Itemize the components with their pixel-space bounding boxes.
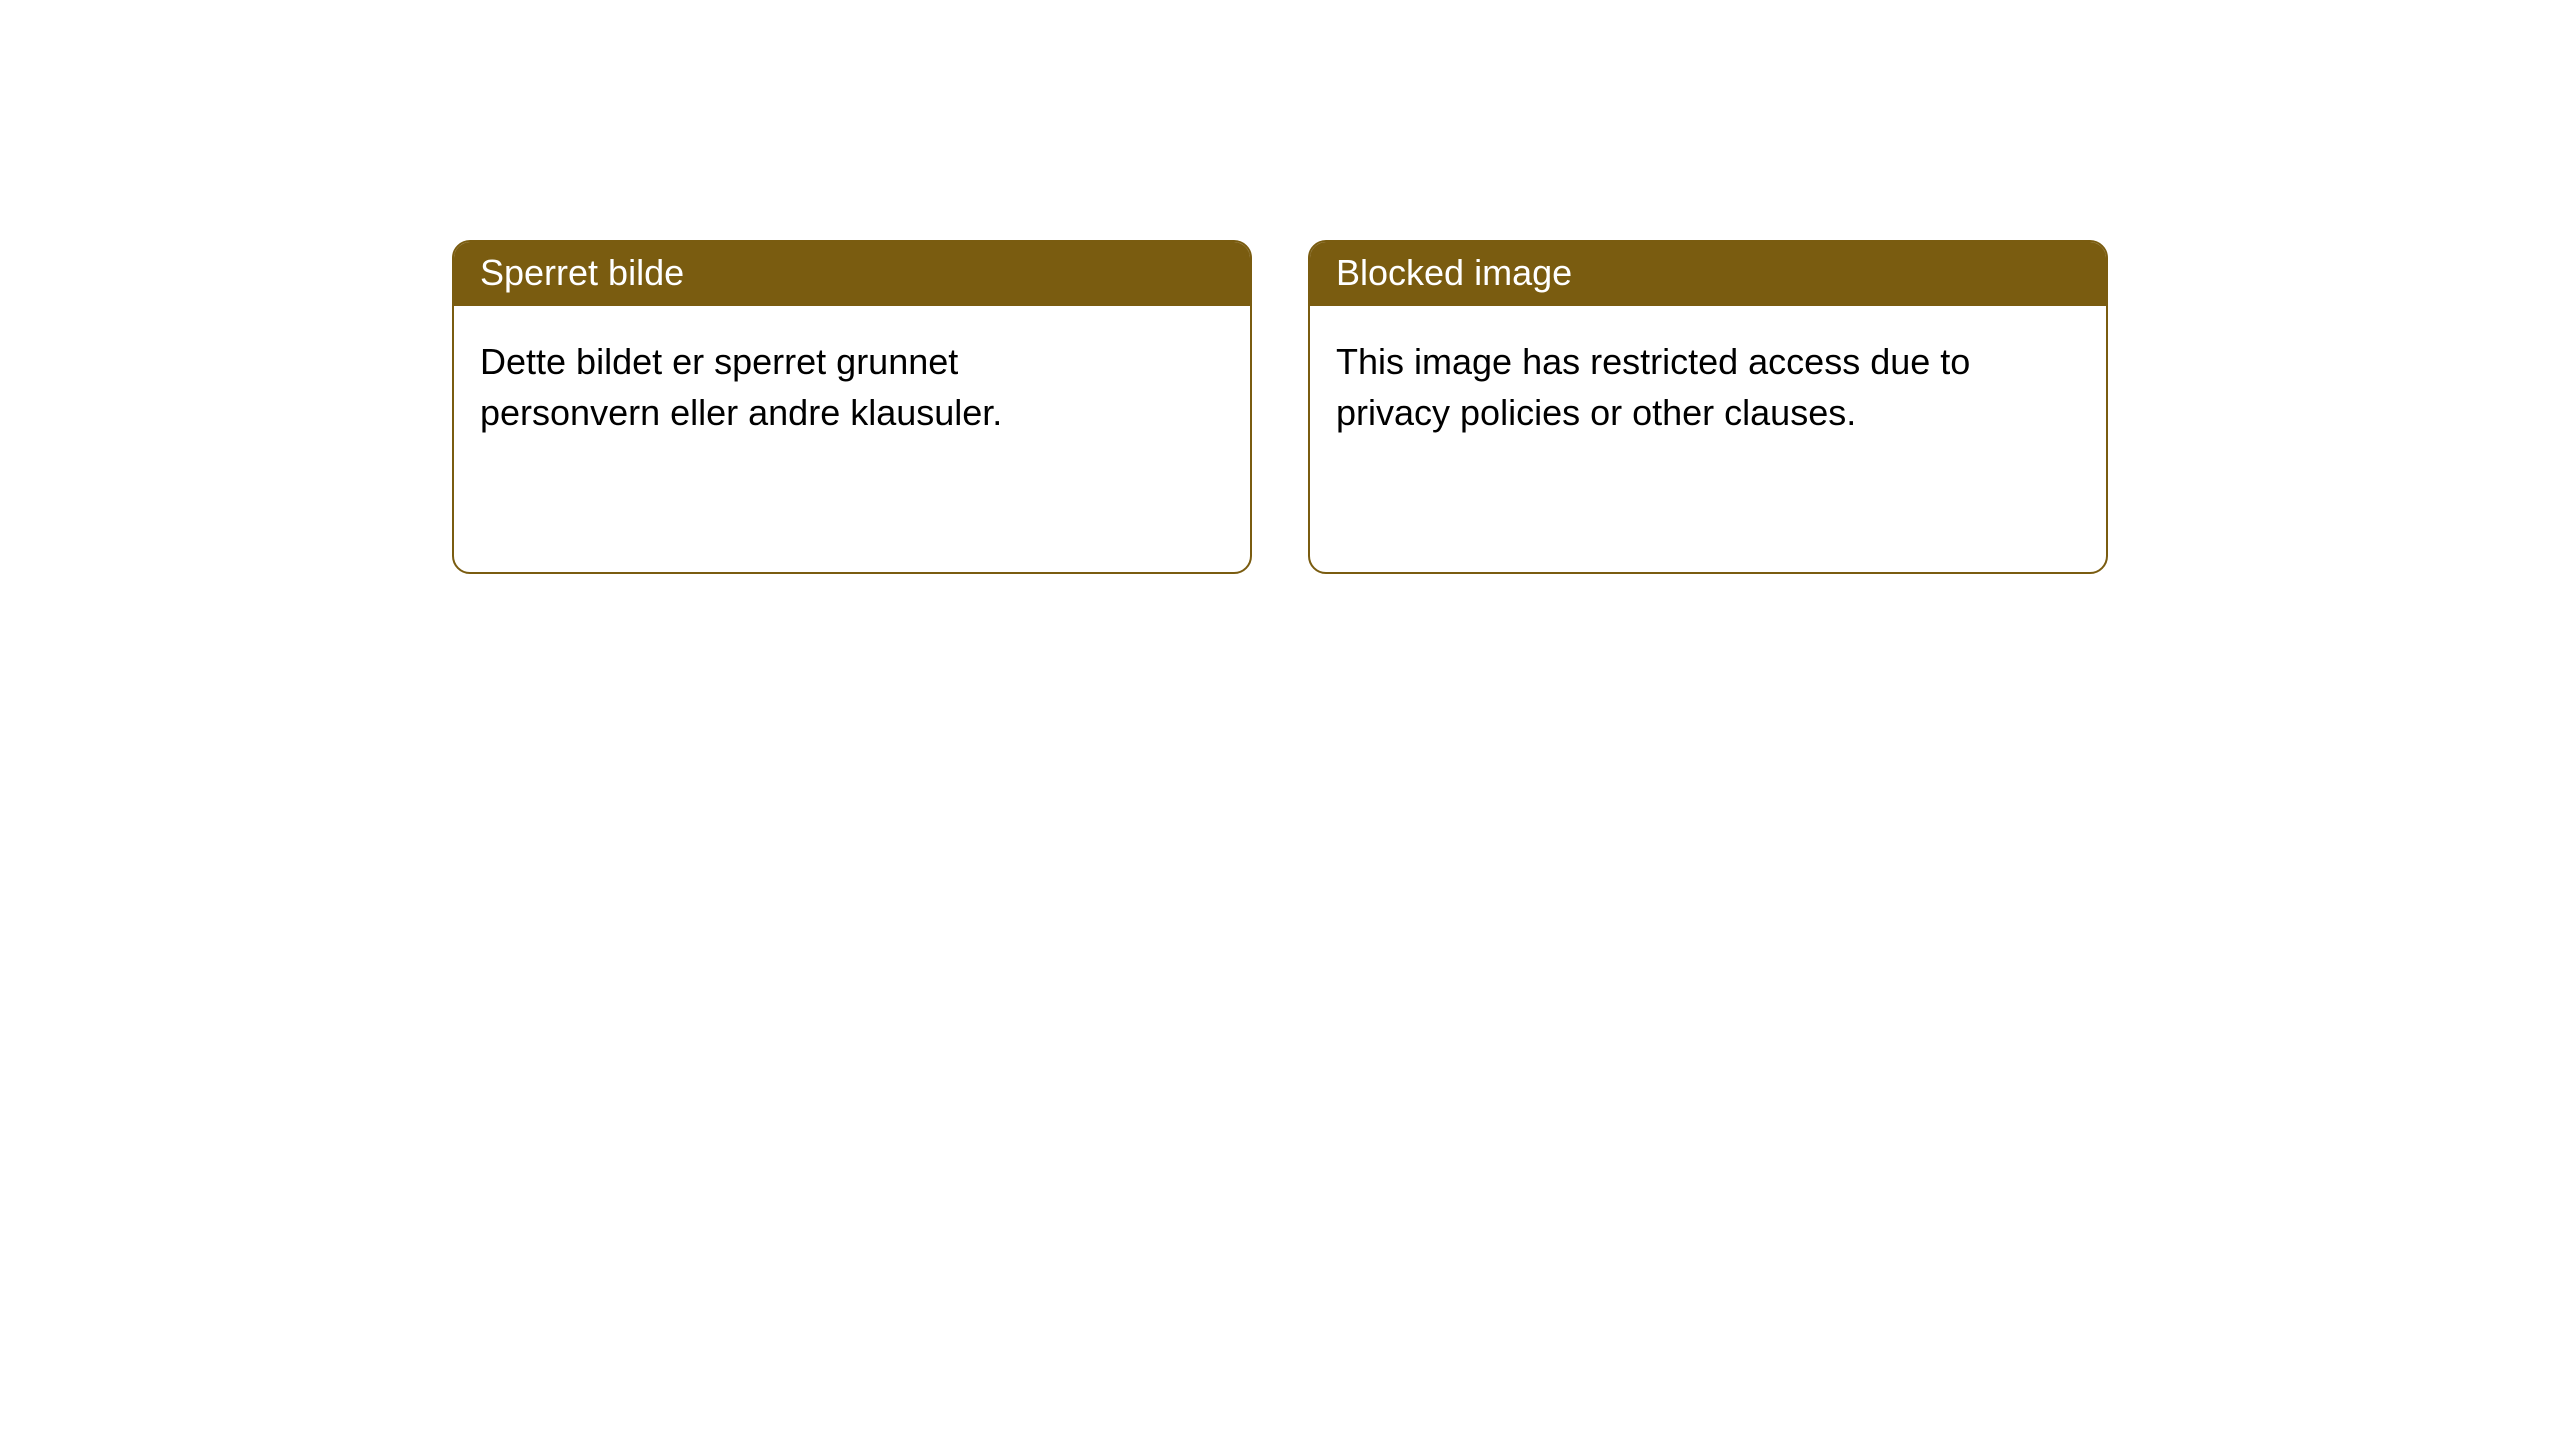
notice-container: Sperret bilde Dette bildet er sperret gr… [0,0,2560,574]
card-body: This image has restricted access due to … [1310,306,2030,468]
card-body: Dette bildet er sperret grunnet personve… [454,306,1174,468]
card-header: Sperret bilde [454,242,1250,306]
notice-card-english: Blocked image This image has restricted … [1308,240,2108,574]
card-header: Blocked image [1310,242,2106,306]
notice-card-norwegian: Sperret bilde Dette bildet er sperret gr… [452,240,1252,574]
